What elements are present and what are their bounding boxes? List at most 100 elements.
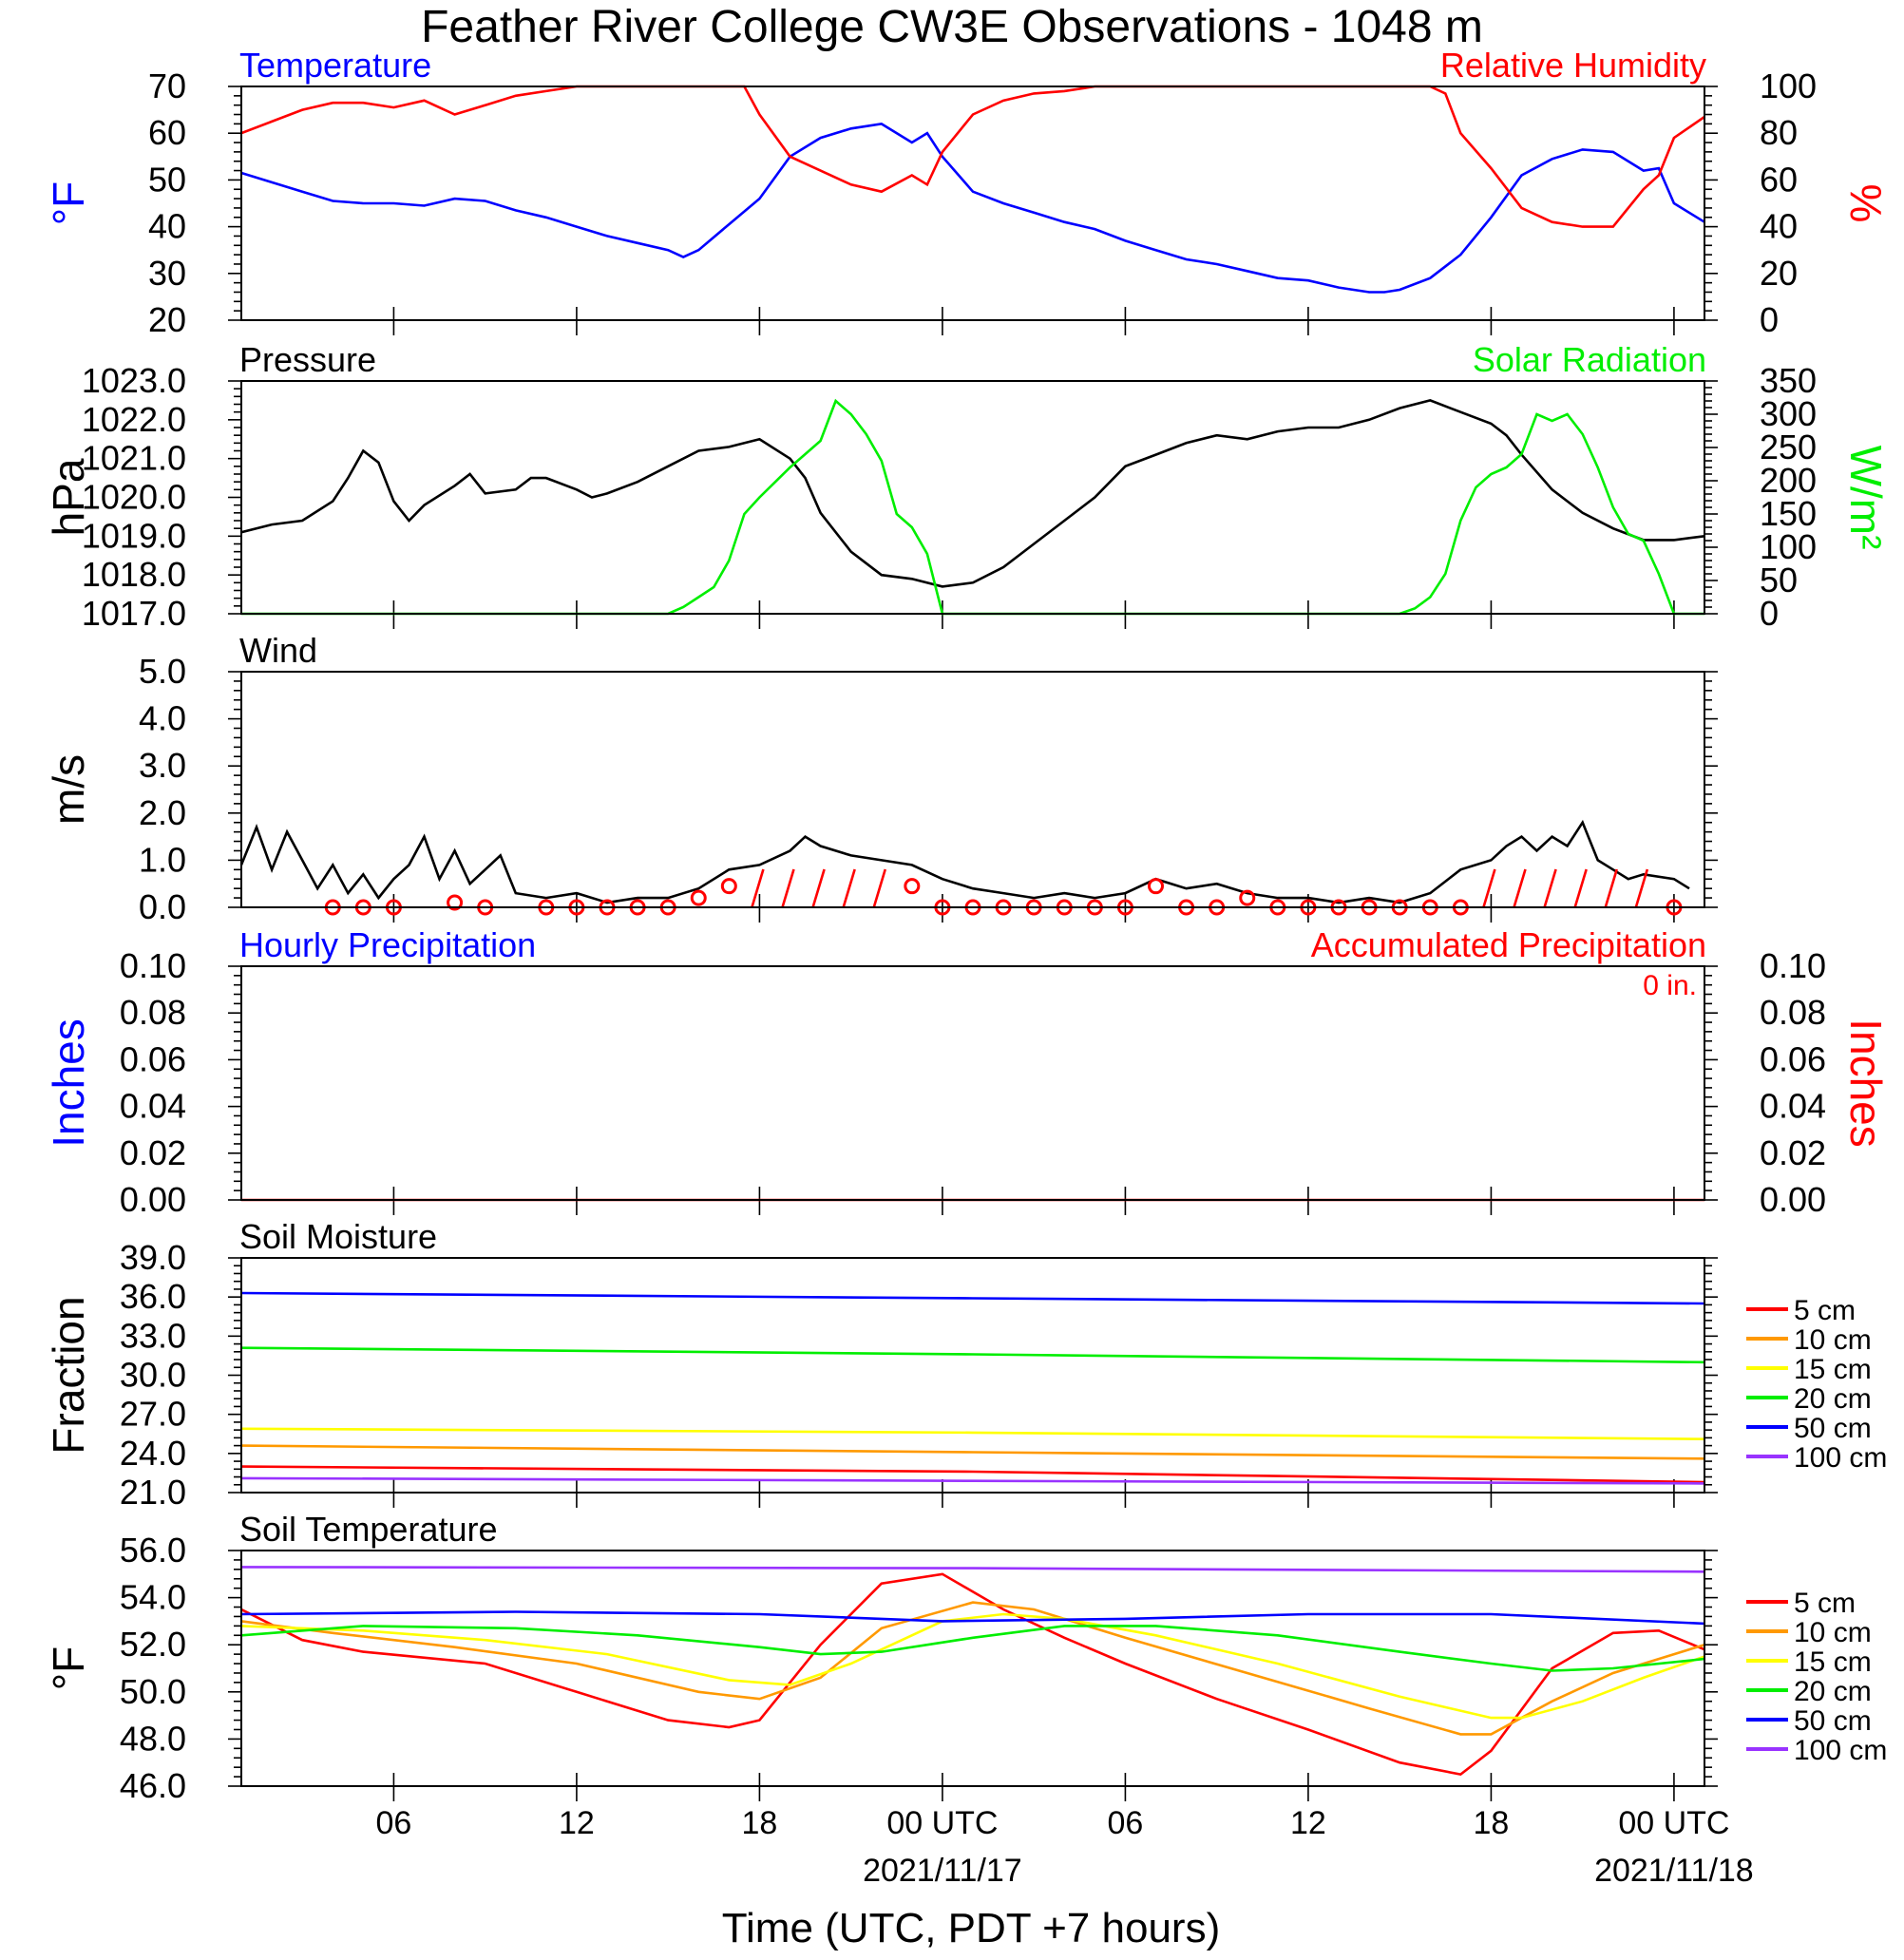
x-tick-label: 06 [376, 1805, 412, 1841]
y-tick-label-right: 100 [1760, 67, 1817, 105]
y-axis-label-right: W/m² [1841, 446, 1891, 550]
y-tick-label-left: 0.04 [120, 1087, 186, 1126]
y-tick-label-left: 30.0 [120, 1356, 186, 1395]
y-tick-label-right: 200 [1760, 461, 1817, 500]
panel-title-left: Soil Moisture [239, 1217, 437, 1256]
y-tick-label-left: 1021.0 [82, 439, 186, 478]
series-line-pressure [240, 399, 1705, 588]
panel-title-right: Solar Radiation [1473, 340, 1706, 379]
y-tick-label-left: 0.10 [120, 946, 186, 985]
series-line-20-cm [240, 1346, 1705, 1364]
series-line-15-cm [240, 1427, 1705, 1440]
y-tick-label-left: 27.0 [120, 1395, 186, 1434]
y-tick-label-right: 0.00 [1760, 1180, 1826, 1219]
y-tick-label-left: 1017.0 [82, 594, 186, 633]
y-tick-label-right: 0.08 [1760, 993, 1826, 1032]
series-line-20-cm [240, 1625, 1705, 1672]
panel-title-left: Wind [239, 631, 317, 670]
y-axis-label-right: % [1841, 184, 1891, 223]
y-tick-label-right: 250 [1760, 428, 1817, 466]
wind-calm-marker [690, 889, 707, 906]
legend-label: 15 cm [1794, 1646, 1872, 1678]
y-axis-label-left: Fraction [44, 1296, 93, 1454]
y-axis-label-left: m/s [44, 754, 93, 825]
wind-barb [842, 868, 856, 908]
y-tick-label-left: 1.0 [139, 840, 186, 879]
legend-label: 100 cm [1794, 1442, 1887, 1474]
y-tick-label-right: 0.10 [1760, 946, 1826, 985]
legend-label: 10 cm [1794, 1324, 1872, 1356]
y-tick-label-right: 100 [1760, 527, 1817, 566]
panel-1: 20 30 40 50 60 70 0 20 40 60 80 100 Temperature Relat… [44, 46, 1891, 339]
y-tick-label-right: 300 [1760, 394, 1817, 433]
wind-barb [872, 868, 886, 908]
y-tick-label-right: 350 [1760, 361, 1817, 400]
y-tick-label-left: 33.0 [120, 1316, 186, 1355]
x-tick-label: 00 UTC [1618, 1805, 1729, 1841]
panel-title-left: Hourly Precipitation [239, 925, 536, 964]
y-tick-label-left: 39.0 [120, 1238, 186, 1277]
y-tick-label-left: 50 [148, 160, 186, 199]
panel-title-right: Accumulated Precipitation [1311, 925, 1706, 964]
panel-3: 0.0 1.0 2.0 3.0 4.0 5.0 Wind m/s [44, 631, 1718, 926]
y-tick-label-right: 40 [1760, 207, 1798, 246]
wind-barb [781, 868, 795, 908]
wind-calm-marker [1239, 889, 1256, 906]
panel-frame [240, 380, 1705, 615]
y-tick-label-right: 0.06 [1760, 1039, 1826, 1078]
x-tick-label: 18 [742, 1805, 778, 1841]
series-line-50-cm [240, 1291, 1705, 1305]
y-tick-label-left: 30 [148, 254, 186, 293]
y-tick-label-right: 80 [1760, 113, 1798, 152]
y-tick-label-left: 1023.0 [82, 361, 186, 400]
y-tick-label-right: 0.02 [1760, 1133, 1826, 1172]
y-tick-label-left: 0.02 [120, 1133, 186, 1172]
wind-barb [1634, 868, 1649, 908]
y-axis-label-left: hPa [44, 458, 93, 536]
panel-frame [240, 86, 1705, 321]
y-tick-label-left: 3.0 [139, 746, 186, 785]
y-axis-label-left: Inches [44, 1018, 93, 1148]
x-date-label: 2021/11/18 [1594, 1853, 1754, 1889]
chart-title: Feather River College CW3E Observations … [421, 2, 1483, 52]
series-line-15-cm [240, 1612, 1705, 1720]
y-tick-label-right: 50 [1760, 561, 1798, 599]
wind-barb [1573, 868, 1588, 908]
y-tick-label-left: 1020.0 [82, 478, 186, 517]
panel-6: 46.0 48.0 50.0 52.0 54.0 56.0 Soil Temperature… [44, 1510, 1887, 1805]
x-tick-label: 18 [1474, 1805, 1510, 1841]
panel-frame [240, 1257, 1705, 1494]
wind-barb [1604, 868, 1618, 908]
y-tick-label-right: 20 [1760, 254, 1798, 293]
legend-label: 20 cm [1794, 1383, 1872, 1415]
y-tick-label-left: 0.08 [120, 993, 186, 1032]
panel-4: 0.00 0.02 0.04 0.06 0.08 0.10 0.00 0.02 0.04 0.06… [44, 925, 1891, 1219]
y-tick-label-left: 5.0 [139, 652, 186, 691]
x-tick-label: 00 UTC [886, 1805, 998, 1841]
panel-title-left: Temperature [239, 46, 431, 85]
y-tick-label-left: 54.0 [120, 1578, 186, 1617]
y-axis-label-right: Inches [1841, 1018, 1891, 1148]
series-line-100-cm [240, 1476, 1705, 1485]
wind-calm-marker [1148, 878, 1164, 895]
y-axis-label-left: °F [44, 181, 93, 226]
x-date-label: 2021/11/17 [863, 1853, 1022, 1889]
panel-title-left: Soil Temperature [239, 1510, 497, 1549]
legend-label: 5 cm [1794, 1588, 1856, 1619]
panel-2: 1017.01018.01019.01020.01021.01022.01023… [44, 340, 1891, 633]
wind-barb [811, 868, 826, 908]
y-tick-label-right: 0 [1760, 300, 1779, 339]
y-tick-label-left: 52.0 [120, 1625, 186, 1664]
y-tick-label-right: 60 [1760, 160, 1798, 199]
legend-label: 10 cm [1794, 1617, 1872, 1648]
series-line-5-cm [240, 1465, 1705, 1484]
x-tick-label: 12 [559, 1805, 595, 1841]
wind-barb [1513, 868, 1527, 908]
y-tick-label-left: 48.0 [120, 1719, 186, 1758]
y-tick-label-left: 4.0 [139, 699, 186, 738]
y-tick-label-left: 46.0 [120, 1766, 186, 1805]
y-tick-label-left: 36.0 [120, 1277, 186, 1316]
panel-frame [240, 965, 1705, 1201]
y-tick-label-left: 1019.0 [82, 516, 186, 555]
